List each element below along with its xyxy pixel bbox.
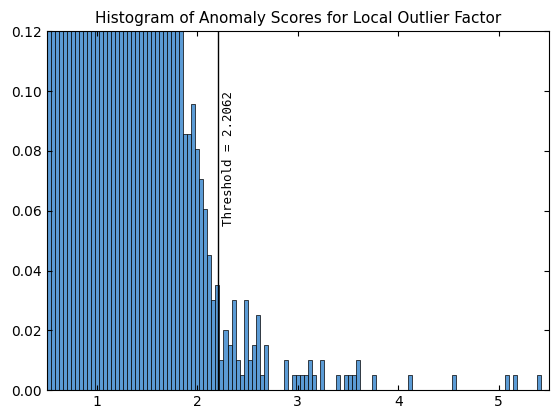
- Bar: [255, 315, 260, 390]
- Bar: [188, 134, 192, 390]
- Bar: [344, 375, 348, 390]
- Bar: [95, 0, 99, 390]
- Bar: [143, 0, 147, 390]
- Bar: [167, 0, 171, 390]
- Bar: [119, 0, 123, 390]
- Bar: [300, 375, 304, 390]
- Bar: [304, 375, 308, 390]
- Bar: [155, 0, 159, 390]
- Bar: [356, 360, 360, 390]
- Bar: [513, 375, 517, 390]
- Bar: [63, 0, 67, 390]
- Bar: [87, 0, 91, 390]
- Bar: [46, 0, 51, 390]
- Bar: [452, 375, 456, 390]
- Bar: [175, 0, 179, 390]
- Bar: [192, 104, 195, 390]
- Bar: [111, 0, 115, 390]
- Bar: [107, 0, 111, 390]
- Bar: [179, 0, 183, 390]
- Bar: [59, 0, 63, 390]
- Bar: [131, 0, 135, 390]
- Bar: [151, 0, 155, 390]
- Bar: [127, 0, 131, 390]
- Bar: [240, 375, 244, 390]
- Bar: [91, 0, 95, 390]
- Bar: [264, 345, 268, 390]
- Bar: [212, 300, 216, 390]
- Bar: [159, 0, 163, 390]
- Bar: [115, 0, 119, 390]
- Bar: [408, 375, 412, 390]
- Bar: [183, 134, 188, 390]
- Bar: [123, 0, 127, 390]
- Bar: [296, 375, 300, 390]
- Bar: [244, 300, 248, 390]
- Bar: [312, 375, 316, 390]
- Bar: [67, 0, 71, 390]
- Bar: [227, 345, 231, 390]
- Bar: [348, 375, 352, 390]
- Bar: [99, 0, 103, 390]
- Bar: [220, 360, 223, 390]
- Bar: [248, 360, 251, 390]
- Bar: [139, 0, 143, 390]
- Bar: [223, 330, 227, 390]
- Bar: [251, 345, 255, 390]
- Bar: [352, 375, 356, 390]
- Bar: [195, 149, 199, 390]
- Bar: [207, 255, 212, 390]
- Bar: [549, 375, 553, 390]
- Bar: [336, 375, 340, 390]
- Bar: [171, 0, 175, 390]
- Bar: [135, 0, 139, 390]
- Bar: [51, 0, 55, 390]
- Bar: [260, 375, 264, 390]
- Bar: [537, 375, 541, 390]
- Bar: [216, 285, 220, 390]
- Bar: [308, 360, 312, 390]
- Bar: [505, 375, 508, 390]
- Bar: [163, 0, 167, 390]
- Bar: [203, 209, 207, 390]
- Bar: [83, 0, 87, 390]
- Bar: [199, 179, 203, 390]
- Bar: [103, 0, 107, 390]
- Bar: [71, 0, 75, 390]
- Bar: [236, 360, 240, 390]
- Bar: [79, 0, 83, 390]
- Bar: [284, 360, 288, 390]
- Bar: [292, 375, 296, 390]
- Bar: [75, 0, 79, 390]
- Bar: [320, 360, 324, 390]
- Bar: [372, 375, 376, 390]
- Bar: [55, 0, 59, 390]
- Text: Threshold = 2.2062: Threshold = 2.2062: [222, 91, 235, 226]
- Bar: [147, 0, 151, 390]
- Bar: [231, 300, 236, 390]
- Title: Histogram of Anomaly Scores for Local Outlier Factor: Histogram of Anomaly Scores for Local Ou…: [95, 11, 501, 26]
